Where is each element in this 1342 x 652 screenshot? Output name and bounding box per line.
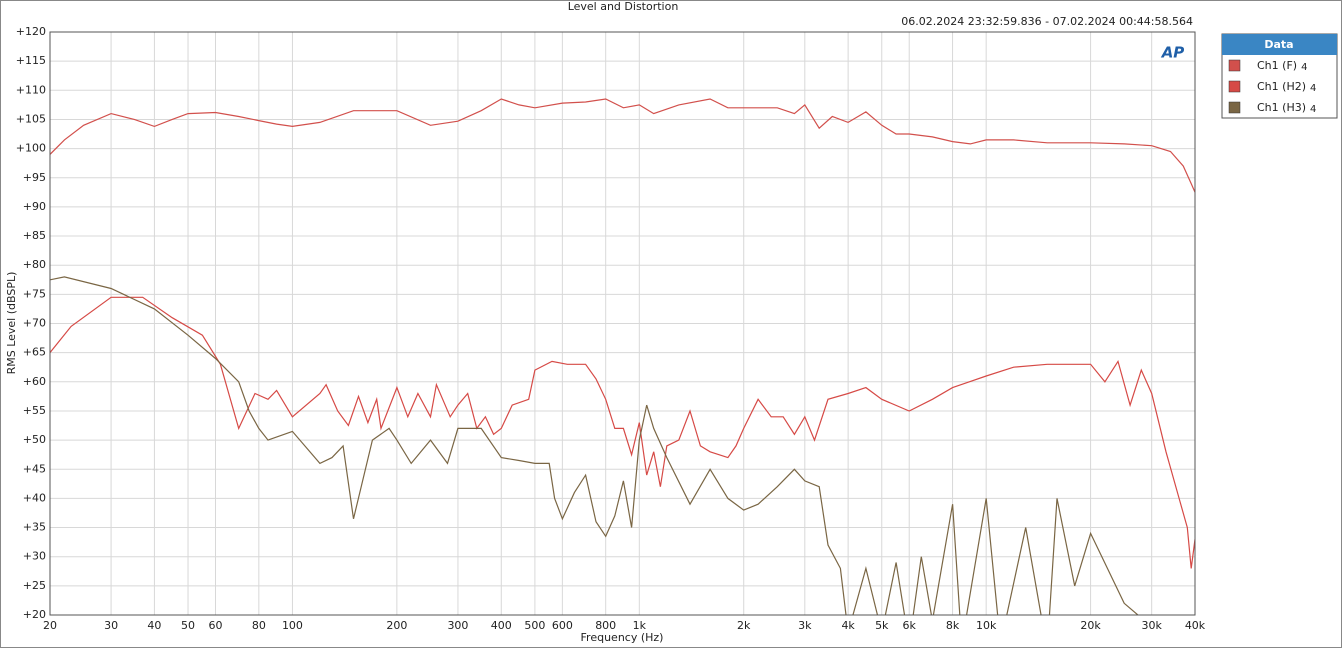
- x-tick-label: 2k: [737, 619, 751, 632]
- x-tick-label: 30: [104, 619, 118, 632]
- y-tick-label: +70: [23, 317, 46, 330]
- legend-swatch: [1228, 59, 1241, 72]
- x-tick-label: 60: [208, 619, 222, 632]
- series-line: [50, 98, 1195, 193]
- x-tick-label: 100: [282, 619, 303, 632]
- y-tick-label: +25: [23, 579, 46, 592]
- x-tick-label: 6k: [903, 619, 917, 632]
- x-tick-label: 30k: [1141, 619, 1162, 632]
- legend-label: Ch1 (H2): [1257, 80, 1306, 93]
- y-tick-label: +55: [23, 404, 46, 417]
- legend-swatch: [1228, 80, 1241, 93]
- chart-title: Level and Distortion: [568, 0, 679, 13]
- logo: AP: [1161, 44, 1185, 62]
- series-line: [50, 276, 1139, 615]
- legend: Ch1 (F) 4 Ch1 (H2) 4 Ch1 (H3) 4: [1228, 59, 1316, 115]
- x-tick-label: 8k: [946, 619, 960, 632]
- plot-lines: [50, 98, 1195, 615]
- legend-header: [1222, 34, 1337, 55]
- x-tick-label: 20k: [1080, 619, 1101, 632]
- y-tick-label: +85: [23, 229, 46, 242]
- x-tick-label: 300: [447, 619, 468, 632]
- x-tick-label: 4k: [841, 619, 855, 632]
- y-tick-label: +90: [23, 200, 46, 213]
- grid: [49, 31, 1196, 616]
- y-tick-label: +75: [23, 287, 46, 300]
- series-line: [50, 296, 1195, 569]
- y-tick-label: +120: [16, 25, 46, 38]
- x-tick-label: 800: [595, 619, 616, 632]
- y-tick-label: +60: [23, 375, 46, 388]
- x-tick-label: 20: [43, 619, 57, 632]
- x-axis-label: Frequency (Hz): [581, 631, 664, 644]
- legend-label: Ch1 (F): [1257, 59, 1297, 72]
- x-tick-label: 40: [147, 619, 161, 632]
- legend-tag: 4: [1310, 104, 1316, 115]
- y-tick-label: +115: [16, 54, 46, 67]
- y-tick-label: +35: [23, 521, 46, 534]
- y-tick-label: +45: [23, 462, 46, 475]
- y-tick-label: +95: [23, 171, 46, 184]
- x-tick-label: 200: [386, 619, 407, 632]
- x-tick-label: 80: [252, 619, 266, 632]
- legend-tag: 4: [1310, 83, 1316, 94]
- x-tick-label: 600: [552, 619, 573, 632]
- x-tick-label: 1k: [633, 619, 647, 632]
- x-tick-label: 3k: [798, 619, 812, 632]
- y-tick-label: +20: [23, 608, 46, 621]
- y-tick-label: +100: [16, 142, 46, 155]
- legend-tag: 4: [1301, 62, 1307, 73]
- legend-title: Data: [1264, 38, 1293, 51]
- y-tick-label: +110: [16, 83, 46, 96]
- legend-swatch: [1228, 101, 1241, 114]
- x-tick-label: 400: [491, 619, 512, 632]
- x-tick-label: 40k: [1185, 619, 1206, 632]
- x-tick-label: 50: [181, 619, 195, 632]
- y-tick-label: +50: [23, 433, 46, 446]
- y-tick-label: +30: [23, 550, 46, 563]
- y-tick-label: +105: [16, 112, 46, 125]
- y-axis-label: RMS Level (dBSPL): [5, 272, 18, 375]
- x-tick-label: 10k: [976, 619, 997, 632]
- legend-label: Ch1 (H3): [1257, 101, 1306, 114]
- y-tick-label: +80: [23, 258, 46, 271]
- x-tick-label: 5k: [875, 619, 889, 632]
- timestamp: 06.02.2024 23:32:59.836 - 07.02.2024 00:…: [901, 15, 1193, 28]
- y-tick-label: +65: [23, 346, 46, 359]
- x-tick-label: 500: [524, 619, 545, 632]
- y-tick-label: +40: [23, 491, 46, 504]
- plot-border: [49, 31, 1196, 616]
